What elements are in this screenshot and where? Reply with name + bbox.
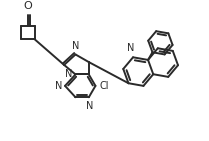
Text: N: N [65, 69, 73, 79]
Text: N: N [55, 81, 62, 91]
Text: N: N [127, 43, 135, 53]
Text: Cl: Cl [99, 81, 109, 91]
Text: O: O [24, 1, 32, 11]
Text: N: N [72, 41, 79, 51]
Text: N: N [86, 101, 93, 111]
